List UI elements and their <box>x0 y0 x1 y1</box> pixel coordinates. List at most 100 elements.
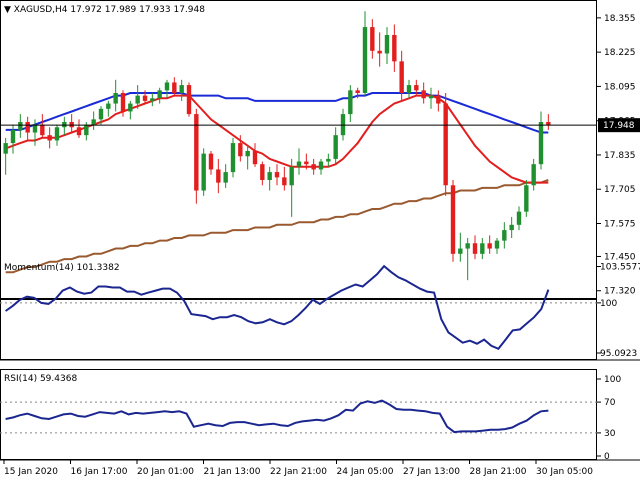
candle <box>348 85 353 122</box>
chart-header: ▼ XAGUSD,H4 17.972 17.989 17.933 17.948 <box>4 5 205 15</box>
candle-body <box>538 122 544 165</box>
candle-body <box>10 129 16 144</box>
candle-body <box>531 164 536 186</box>
ma-fast-line <box>5 94 549 184</box>
candle-body <box>179 85 184 93</box>
candle <box>91 111 96 130</box>
candle <box>157 87 162 104</box>
price-tick-label: 17.705 <box>604 185 636 195</box>
candle <box>436 90 441 112</box>
axis-layer: 18.35518.22518.09517.96517.83517.70517.5… <box>3 14 640 477</box>
candle-body <box>267 172 272 180</box>
candle <box>230 137 236 178</box>
candle <box>516 206 522 231</box>
candle <box>194 108 199 204</box>
candle <box>201 148 206 196</box>
candle-body <box>333 135 338 159</box>
rsi-tick-label: 100 <box>604 375 621 385</box>
candle-body <box>487 243 492 249</box>
candle-body <box>480 243 485 254</box>
candle-body <box>384 35 390 54</box>
candle <box>304 153 309 170</box>
symbol-label: XAGUSD,H4 <box>13 5 68 15</box>
candle-body <box>135 95 140 104</box>
candle <box>10 124 16 154</box>
candle-body <box>458 248 463 254</box>
candle-body <box>436 95 441 104</box>
price-tick-label: 18.355 <box>604 14 636 24</box>
candle-body <box>443 103 448 186</box>
momentum-tick-label: 100 <box>600 299 617 309</box>
candle-body <box>172 82 177 93</box>
candle-body <box>274 172 280 178</box>
candle-body <box>399 61 404 93</box>
candle-body <box>516 211 522 225</box>
time-tick-label: 24 Jan 05:00 <box>337 467 394 477</box>
rsi-layer <box>0 399 597 434</box>
time-tick-label: 28 Jan 21:00 <box>470 467 527 477</box>
candle <box>465 238 470 281</box>
candle-body <box>84 124 89 136</box>
candle-body <box>318 161 324 170</box>
candle <box>296 148 302 175</box>
candle-body <box>355 90 360 93</box>
time-tick-label: 15 Jan 2020 <box>4 467 58 477</box>
candle <box>370 19 375 59</box>
candle-body <box>76 127 82 136</box>
candle-body <box>150 98 155 101</box>
candle-body <box>223 172 228 183</box>
candle <box>414 79 419 96</box>
current-price-label: 17.948 <box>603 121 635 131</box>
candle-body <box>201 153 206 191</box>
candle <box>509 216 514 238</box>
candle-body <box>216 169 221 183</box>
ma-mid-line <box>5 92 549 134</box>
candle-body <box>524 185 529 212</box>
candle-body <box>3 143 8 154</box>
momentum-layer <box>0 264 597 351</box>
time-tick-label: 16 Jan 17:00 <box>71 467 128 477</box>
momentum-tick-label: 95.0923 <box>600 349 637 359</box>
candle-body <box>472 243 478 254</box>
candle <box>289 158 294 217</box>
time-tick-label: 22 Jan 21:00 <box>270 467 327 477</box>
candle <box>392 24 397 72</box>
price-tick-label: 18.225 <box>604 48 636 58</box>
candle <box>399 50 404 101</box>
candle-body <box>450 185 456 254</box>
candle-body <box>304 161 309 165</box>
candle-body <box>428 95 434 99</box>
candle <box>25 116 30 141</box>
candle-body <box>208 153 214 170</box>
candle <box>458 232 463 262</box>
candle <box>260 161 265 186</box>
candle <box>340 108 346 141</box>
candle <box>282 166 287 191</box>
candle-body <box>370 27 375 51</box>
candle <box>172 77 177 96</box>
time-tick-label: 27 Jan 13:00 <box>403 467 460 477</box>
candle <box>98 106 104 125</box>
candle <box>406 79 412 99</box>
candle-body <box>69 122 74 128</box>
candle <box>267 166 272 191</box>
ma-slow-line <box>5 179 549 274</box>
rsi-tick-label: 70 <box>604 398 616 408</box>
candle <box>186 82 192 117</box>
price-tick-label: 17.835 <box>604 151 636 161</box>
candle <box>216 158 221 194</box>
time-tick-label: 20 Jan 01:00 <box>137 467 194 477</box>
candle <box>546 114 551 130</box>
candle <box>362 11 368 96</box>
candle-body <box>494 240 500 249</box>
candle-body <box>98 108 104 120</box>
collapse-arrow-icon[interactable]: ▼ <box>4 5 11 15</box>
candle-body <box>414 85 419 91</box>
candle <box>223 164 228 188</box>
candle-body <box>421 90 426 99</box>
momentum-title: Momentum(14) 101.3382 <box>4 263 120 273</box>
candle <box>472 235 478 260</box>
current-price-badge <box>598 118 640 133</box>
candle-body <box>47 135 52 141</box>
